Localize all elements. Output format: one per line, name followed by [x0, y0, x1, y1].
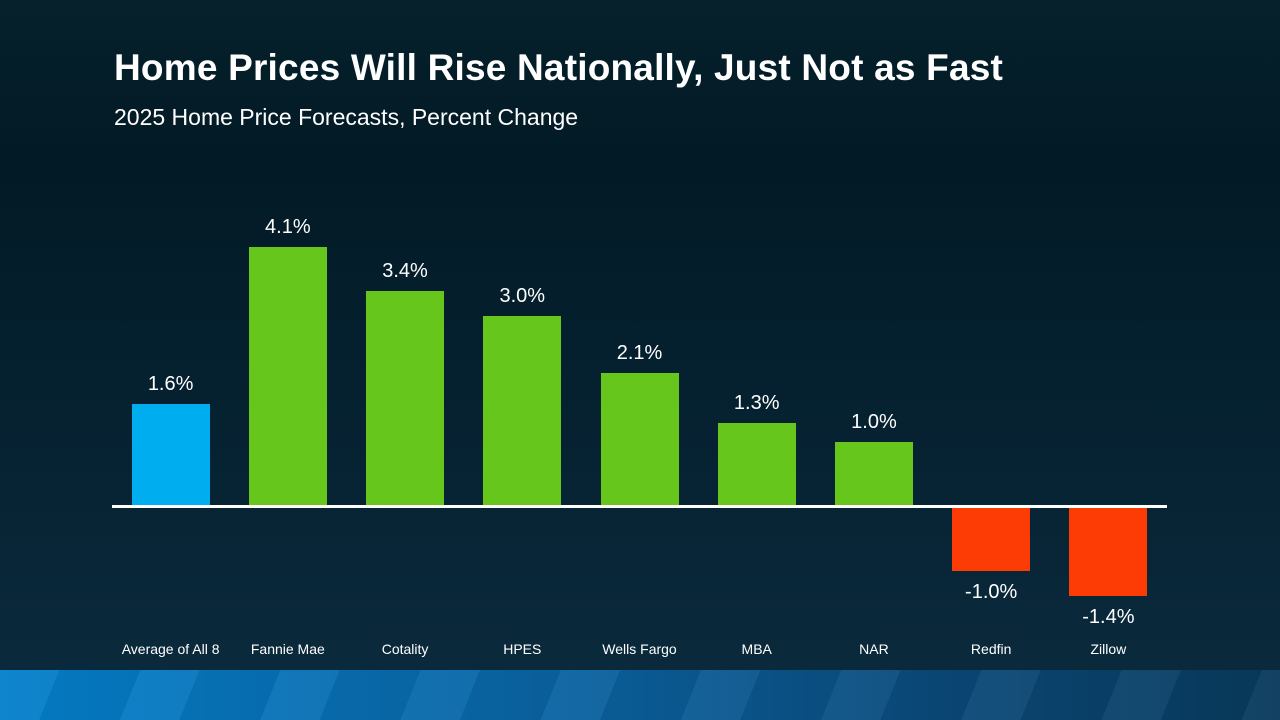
footer-band	[0, 670, 1280, 720]
category-label-zillow: Zillow	[1090, 641, 1127, 657]
value-label-nar: 1.0%	[851, 411, 897, 433]
category-label-nar: NAR	[859, 641, 889, 657]
value-label-redfin: -1.0%	[965, 581, 1018, 603]
bar-cotality	[366, 291, 444, 505]
zero-axis-line	[112, 505, 1167, 508]
category-label-cotality: Cotality	[381, 641, 429, 657]
bar-average-of-all-8	[132, 404, 210, 505]
value-label-zillow: -1.4%	[1082, 606, 1135, 628]
bar-zillow	[1069, 508, 1147, 596]
category-label-average-of-all-8: Average of All 8	[121, 641, 220, 657]
bar-redfin	[952, 508, 1030, 571]
value-label-wells-fargo: 2.1%	[616, 342, 663, 364]
value-label-mba: 1.3%	[733, 392, 780, 414]
bar-wells-fargo	[601, 373, 679, 505]
bar-fannie-mae	[249, 247, 327, 505]
category-label-wells-fargo: Wells Fargo	[602, 641, 677, 657]
value-label-fannie-mae: 4.1%	[265, 216, 311, 238]
slide-subtitle: 2025 Home Price Forecasts, Percent Chang…	[114, 104, 579, 130]
category-label-hpes: HPES	[503, 641, 542, 657]
slide-title: Home Prices Will Rise Nationally, Just N…	[114, 47, 1004, 88]
value-label-cotality: 3.4%	[382, 260, 428, 282]
bar-hpes	[483, 316, 561, 505]
value-label-average-of-all-8: 1.6%	[147, 373, 194, 395]
category-label-redfin: Redfin	[970, 641, 1012, 657]
value-label-hpes: 3.0%	[499, 285, 546, 307]
bar-nar	[835, 442, 913, 505]
category-label-mba: MBA	[741, 641, 772, 657]
category-label-fannie-mae: Fannie Mae	[250, 641, 325, 657]
bar-mba	[718, 423, 796, 505]
